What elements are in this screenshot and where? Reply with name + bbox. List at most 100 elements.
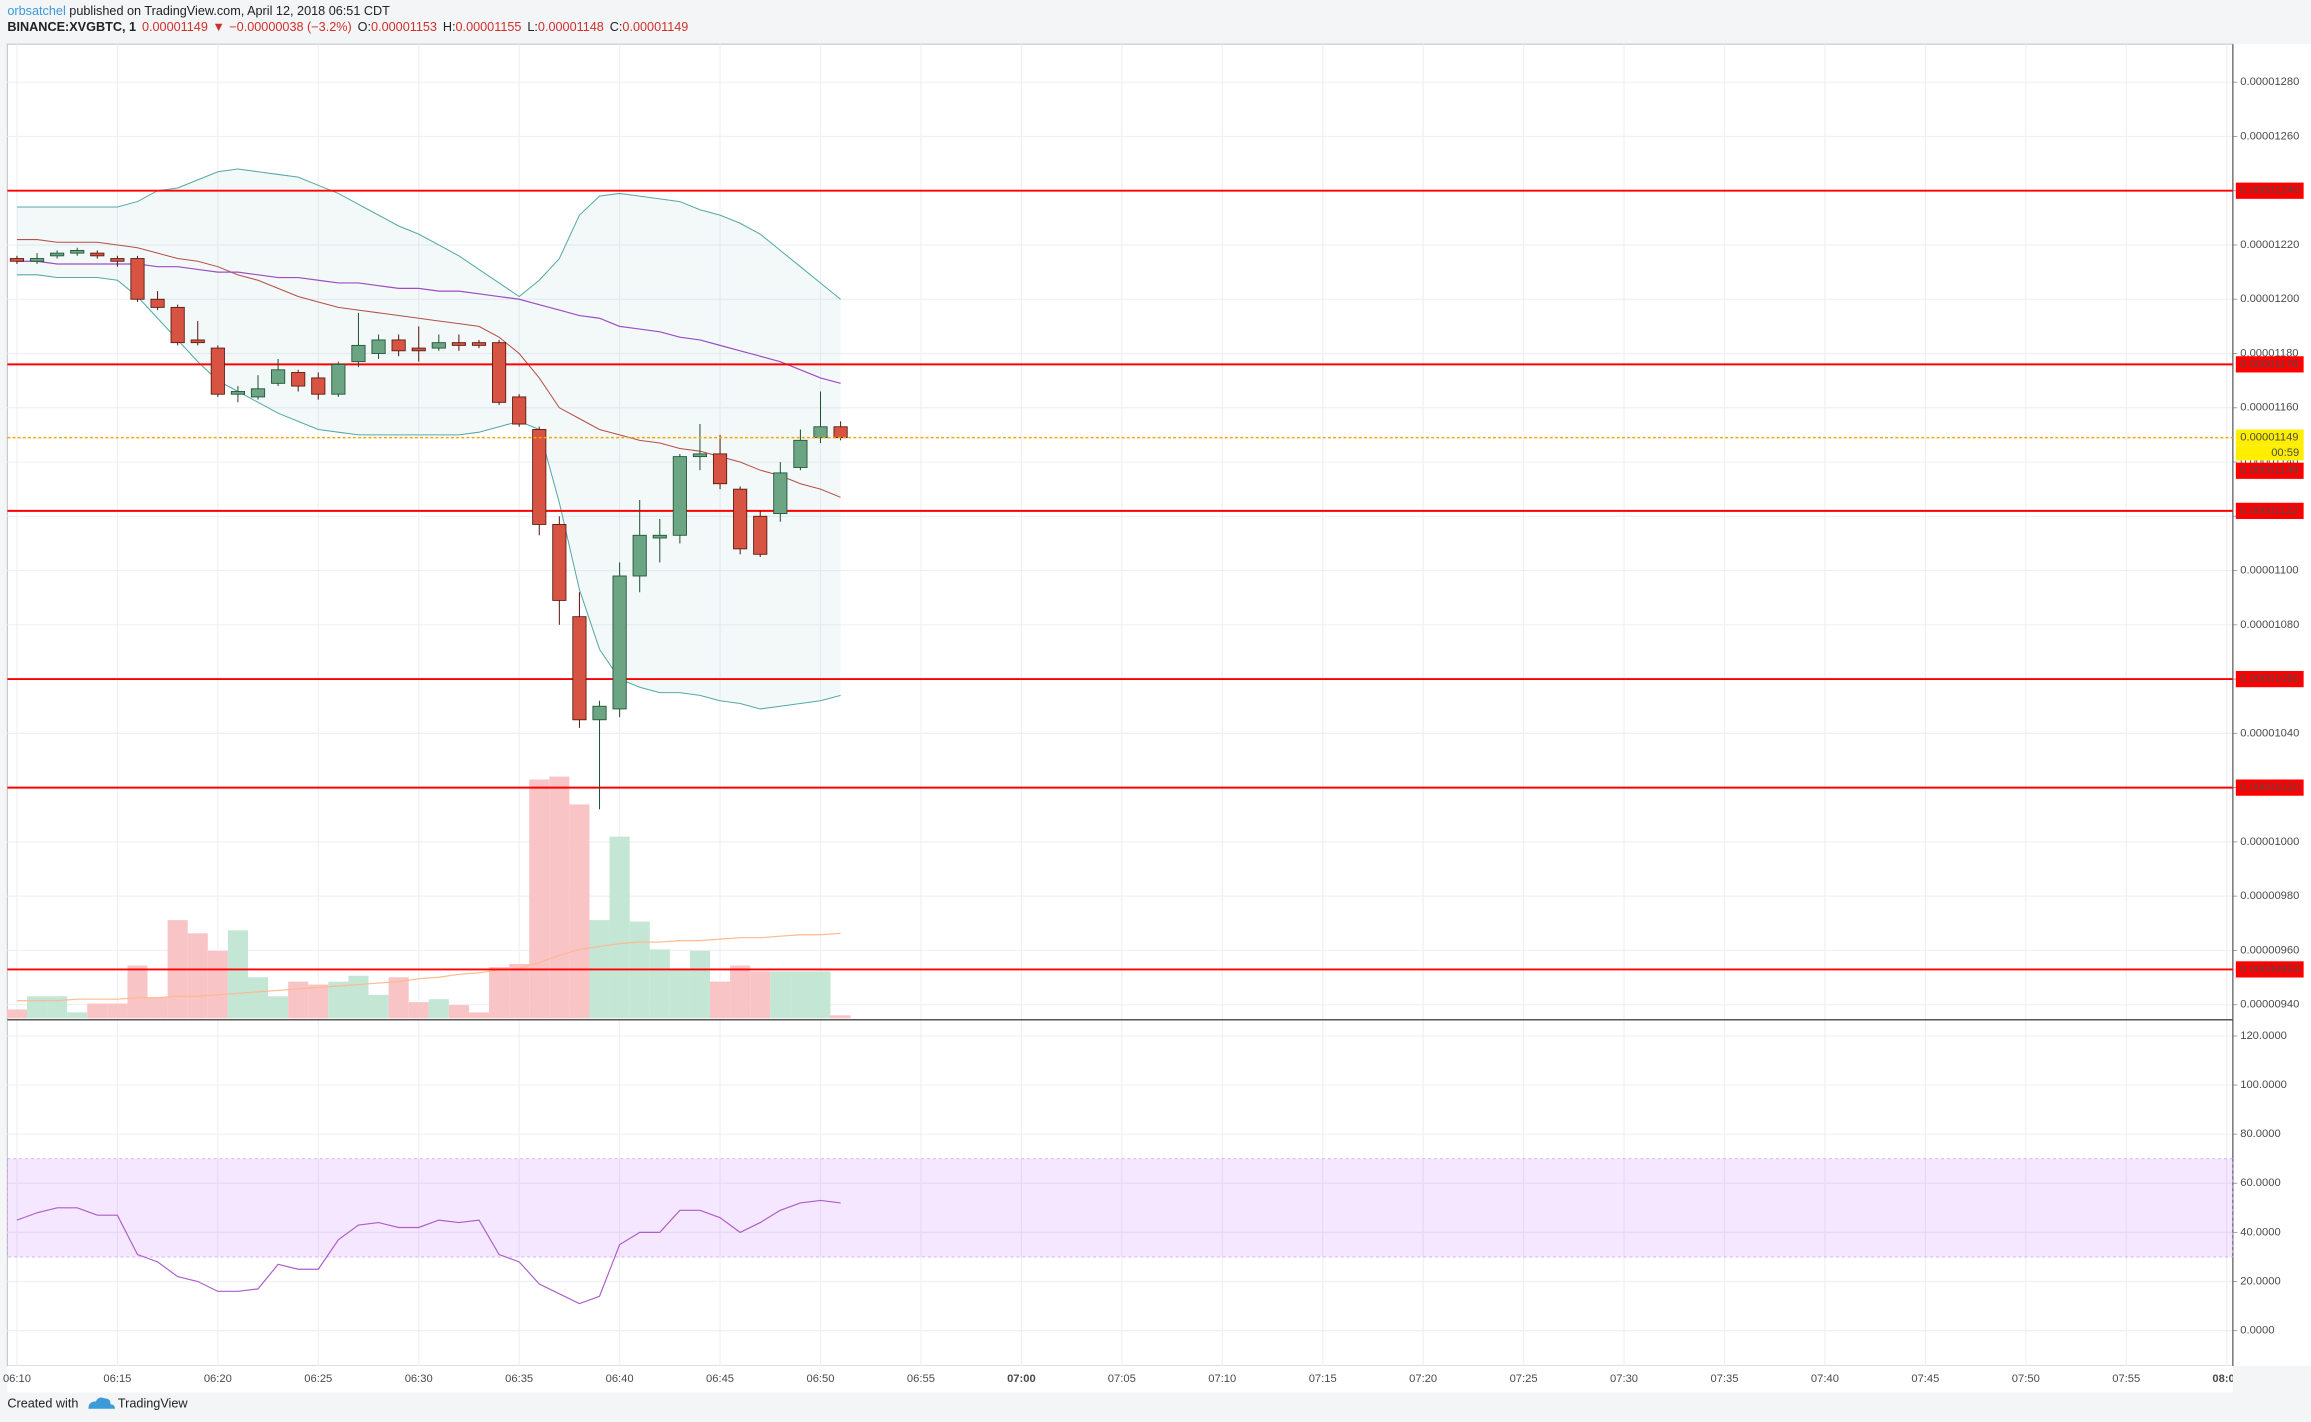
published: published on TradingView.com, April 12, … <box>66 4 390 18</box>
volume-bar <box>127 965 148 1019</box>
candle-body <box>712 453 728 485</box>
candle-body <box>532 429 547 525</box>
candle-body <box>331 363 346 395</box>
candle-body <box>351 344 366 363</box>
volume-bar <box>830 1015 851 1019</box>
x-tick-label: 07:35 <box>1710 1373 1738 1385</box>
volume-bar <box>790 971 811 1019</box>
x-tick-label: 06:20 <box>204 1373 232 1385</box>
moving-average <box>16 260 841 384</box>
candle-body <box>411 347 426 352</box>
y-tick-label: 0.00000980 <box>2240 890 2299 902</box>
candle-body <box>311 377 326 395</box>
x-tick-label: 06:10 <box>3 1373 31 1385</box>
plot-area <box>6 43 2234 1367</box>
level-tag-label: 0.00001020 <box>2240 782 2299 794</box>
level-tag-label: 0.00000953 <box>2240 963 2299 975</box>
y-tick-label: 0.00001220 <box>2240 239 2299 251</box>
candle-body <box>110 258 125 262</box>
level-tag-label: 0.00001240 <box>2240 185 2299 197</box>
candle-body <box>391 339 406 352</box>
volume-bar <box>810 971 831 1019</box>
bb-basis <box>16 239 841 498</box>
volume-bar <box>227 930 248 1019</box>
countdown-tag <box>2235 445 2304 461</box>
volume-bar <box>348 975 369 1019</box>
x-tick-label: 07:25 <box>1510 1373 1538 1385</box>
volume-bar <box>87 1003 108 1019</box>
x-tick-label: 07:15 <box>1309 1373 1337 1385</box>
candle-body <box>291 372 306 387</box>
change: −0.00000038 (−3.2%) <box>229 20 351 34</box>
rsi-band <box>7 1158 2234 1258</box>
volume-bar <box>549 776 570 1019</box>
x-tick-label: 07:50 <box>2012 1373 2040 1385</box>
candle-body <box>793 439 808 468</box>
close-tag <box>2235 462 2304 479</box>
candle-body <box>592 705 607 721</box>
candle-body <box>9 258 25 262</box>
header-line-1: orbsatchel published on TradingView.com,… <box>7 4 390 18</box>
volume-bar <box>247 977 269 1019</box>
footer-brand[interactable]: TradingView <box>118 1397 189 1411</box>
level-tag-label: 0.00001176 <box>2240 358 2298 370</box>
volume-bar <box>388 977 409 1019</box>
close-tag-label: 0.00001149 <box>2240 465 2298 477</box>
x-tick-label: 07:30 <box>1610 1373 1638 1385</box>
volume-bar <box>107 1003 128 1019</box>
x-tick-label: 07:20 <box>1409 1373 1437 1385</box>
y-tick-label: 0.00000960 <box>2240 944 2299 956</box>
c: 0.00001149 <box>622 20 688 34</box>
volume-bar <box>187 933 208 1019</box>
volume-bar <box>26 996 48 1019</box>
last: 0.00001149 <box>142 20 208 34</box>
price-axis <box>2232 44 2311 1367</box>
volume-bar <box>308 984 329 1019</box>
bb-upper <box>16 168 841 300</box>
y-tick-label: 0.00001280 <box>2240 76 2299 88</box>
volume-bar <box>268 996 289 1019</box>
volume-bar <box>730 965 751 1019</box>
volume-bar <box>770 971 791 1019</box>
candle-body <box>652 534 667 539</box>
candle-body <box>170 306 185 344</box>
candle-body <box>271 369 286 384</box>
volume-bar <box>669 968 690 1019</box>
y2-tick-label: 80.0000 <box>2240 1128 2280 1140</box>
volume-bar <box>428 999 449 1019</box>
x-tick-label: 06:40 <box>606 1373 634 1385</box>
candle-body <box>773 472 788 515</box>
o-label: O: <box>358 20 371 34</box>
level-tag <box>2235 182 2304 199</box>
x-tick-label: 07:55 <box>2112 1373 2140 1385</box>
level-tag <box>2235 961 2304 978</box>
x-tick-label: 06:50 <box>806 1373 834 1385</box>
author[interactable]: orbsatchel <box>7 4 65 18</box>
x-tick-label: 06:55 <box>907 1373 935 1385</box>
volume-bar <box>288 981 309 1019</box>
y-tick-label: 0.00001000 <box>2240 836 2299 848</box>
candle-body <box>471 342 487 346</box>
y-tick-label: 0.00001200 <box>2240 293 2299 305</box>
l-label: L: <box>527 20 538 34</box>
x-tick-label: 07:00 <box>1007 1373 1036 1385</box>
y2-tick-label: 100.0000 <box>2240 1079 2287 1091</box>
candle-body <box>90 252 105 257</box>
volume-bar <box>147 997 168 1019</box>
x-tick-label: 07:05 <box>1108 1373 1136 1385</box>
level-tag <box>2235 670 2304 688</box>
x-tick-label: 07:45 <box>1911 1373 1939 1385</box>
volume-bar <box>509 964 530 1019</box>
volume-bar <box>649 949 670 1019</box>
countdown-label: 00:59 <box>2271 447 2299 459</box>
x-tick-label: 07:40 <box>1811 1373 1839 1385</box>
y2-tick-label: 60.0000 <box>2240 1177 2280 1189</box>
volume-ma <box>16 932 841 1002</box>
volume-bar <box>750 971 771 1019</box>
candle-body <box>813 426 828 439</box>
candle-body <box>733 488 748 550</box>
y-tick-label: 0.00001100 <box>2240 565 2298 577</box>
y-tick-label: 0.00001160 <box>2240 402 2298 414</box>
y2-tick-label: 40.0000 <box>2240 1226 2280 1238</box>
volume-bar <box>67 1012 88 1019</box>
